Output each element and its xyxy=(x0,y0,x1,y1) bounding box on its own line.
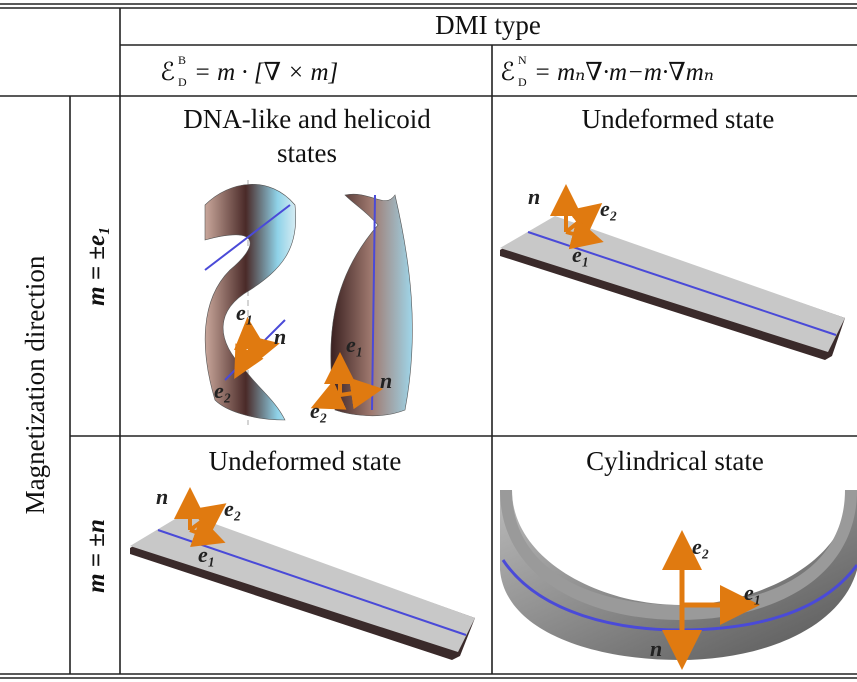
formula-rhs: = m · [∇ × m] xyxy=(194,59,338,86)
vector-label: n xyxy=(528,184,540,209)
vector-label: e₂ xyxy=(214,378,231,403)
row-header: Magnetization direction xyxy=(20,255,50,514)
strip-illustration xyxy=(500,192,845,360)
row-label: m = ±e₁ xyxy=(83,226,110,306)
formula-rhs: = mₙ∇·m−m·∇mₙ xyxy=(534,59,714,86)
cylinder-illustration xyxy=(500,490,857,660)
cell-title: Undeformed state xyxy=(209,446,402,476)
formula-symbol: ℰ xyxy=(160,59,175,86)
cell-title: Cylindrical state xyxy=(586,446,764,476)
cell-title: DNA-like and helicoid xyxy=(183,104,431,134)
vector-label: n xyxy=(380,368,392,393)
vector-label: e₁ xyxy=(572,242,589,267)
cell-title: states xyxy=(277,138,337,168)
vector-label: n xyxy=(650,636,662,661)
formula-sub: D xyxy=(178,75,187,89)
strip-illustration xyxy=(130,495,475,660)
vector-label: e₂ xyxy=(600,196,617,221)
formula-sub: D xyxy=(518,75,527,89)
vector-label: n xyxy=(274,324,286,349)
vector-label: e₁ xyxy=(346,332,363,357)
row-label: m = ±n xyxy=(83,519,110,593)
header-title: DMI type xyxy=(435,10,541,40)
vector-label: e₂ xyxy=(310,398,327,423)
vector-label: e₂ xyxy=(224,496,241,521)
vector-label: e₂ xyxy=(692,534,709,559)
cell-title: Undeformed state xyxy=(582,104,775,134)
vector-label: e₁ xyxy=(236,300,253,325)
vector-label: e₁ xyxy=(744,580,761,605)
formula-sup: B xyxy=(178,53,186,67)
vector-label: e₁ xyxy=(198,542,215,567)
vector-label: n xyxy=(156,484,168,509)
formula-sup: N xyxy=(518,53,527,67)
figure-table: DMI type ℰ B D = m · [∇ × m] ℰ N D = mₙ∇… xyxy=(0,0,857,682)
formula-symbol: ℰ xyxy=(500,59,515,86)
